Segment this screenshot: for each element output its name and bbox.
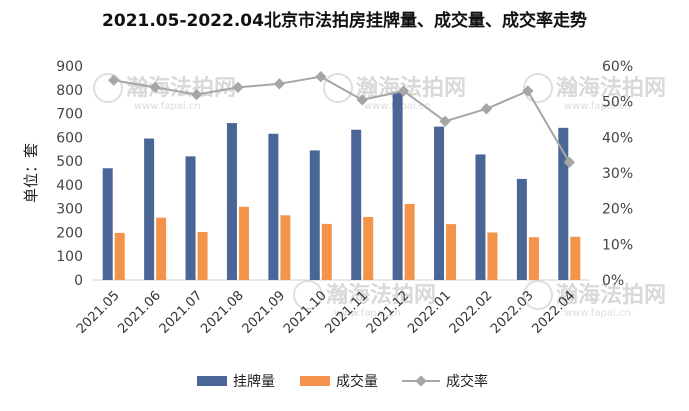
axes-layer: 0 100 200 300 400 500 600 700 800 900 0% 10% 20% 30% 4… — [22, 59, 633, 289]
bar-listing-2022.02 — [475, 154, 486, 280]
legend: 挂牌量 成交量 成交率 — [197, 373, 488, 390]
x-tick-label: 2021.10 — [281, 288, 330, 337]
y-left-tick-label: 700 — [56, 107, 83, 123]
line-point-2022.02 — [480, 103, 493, 115]
watermark-seal-icon — [523, 280, 553, 310]
bar-listing-2021.05 — [102, 168, 113, 280]
watermark-logo-text: 瀚海法拍网 — [556, 282, 666, 308]
bar-deals-2021.11 — [363, 216, 374, 280]
y-left-tick-label: 0 — [74, 273, 83, 289]
y-left-tick-label: 200 — [56, 225, 83, 241]
y-right-tick-label: 50% — [602, 95, 633, 111]
bar-deals-2021.06 — [156, 217, 167, 280]
watermark-logo-text: 瀚海法拍网 — [126, 75, 236, 101]
bars-layer — [102, 92, 581, 281]
y-left-tick-label: 800 — [56, 83, 83, 99]
bar-listing-2021.08 — [226, 123, 237, 280]
watermark-url-text: www.fapai.cn — [134, 101, 201, 112]
bar-deals-2022.02 — [487, 232, 498, 280]
legend-label-listing: 挂牌量 — [233, 373, 275, 390]
watermark-logo-text: 瀚海法拍网 — [326, 282, 436, 308]
y-right-tick-label: 0% — [602, 273, 624, 289]
y-left-tick-label: 400 — [56, 178, 83, 194]
y-left-tick-label: 500 — [56, 154, 83, 170]
bar-listing-2021.11 — [351, 129, 362, 280]
line-rate-series — [113, 75, 571, 163]
bar-listing-2021.09 — [268, 133, 279, 280]
x-tick-label: 2021.09 — [240, 288, 289, 337]
bar-deals-2021.10 — [321, 223, 332, 280]
legend-label-rate: 成交率 — [446, 373, 488, 390]
watermark-url-text: www.fapai.cn — [334, 308, 401, 319]
bar-deals-2021.08 — [238, 206, 249, 280]
legend-swatch-deals — [300, 376, 330, 386]
y-right-tick-label: 40% — [602, 130, 633, 146]
line-point-2022.04 — [563, 156, 575, 168]
legend-label-deals: 成交量 — [336, 373, 378, 390]
y-right-tick-label: 10% — [602, 237, 633, 253]
watermark-seal-icon — [323, 73, 353, 103]
x-tick-label: 2021.05 — [74, 288, 123, 337]
watermark-seal-icon — [293, 280, 323, 310]
x-tick-label: 2022.02 — [447, 288, 496, 337]
watermark-layer: 瀚海法拍网www.fapai.cn瀚海法拍网www.fapai.cn瀚海法拍网w… — [93, 73, 666, 319]
bar-deals-2022.01 — [446, 224, 457, 280]
bar-deals-2021.12 — [404, 203, 415, 280]
legend-swatch-rate-marker — [415, 375, 427, 387]
y-left-tick-label: 900 — [56, 59, 83, 75]
x-tick-label: 2021.07 — [157, 288, 206, 337]
watermark-url-text: www.fapai.cn — [564, 308, 631, 319]
x-tick-label: 2021.06 — [115, 288, 164, 337]
bar-listing-2021.07 — [185, 156, 196, 280]
y-right-tick-label: 30% — [602, 166, 633, 182]
x-axis-labels: 2021.052021.062021.072021.082021.092021.… — [74, 288, 578, 337]
y-left-tick-label: 100 — [56, 249, 83, 265]
y-left-tick-label: 300 — [56, 202, 83, 218]
bar-listing-2022.03 — [516, 178, 527, 280]
bar-listing-2022.04 — [558, 127, 569, 280]
watermark-seal-icon — [523, 73, 553, 103]
bar-deals-2021.09 — [280, 215, 291, 280]
legend-swatch-listing — [197, 376, 227, 386]
bar-deals-2021.05 — [114, 232, 125, 280]
y-right-tick-label: 60% — [602, 59, 633, 75]
bar-deals-2022.04 — [570, 236, 581, 280]
x-tick-label: 2022.03 — [488, 288, 537, 337]
y-right-tick-label: 20% — [602, 202, 633, 218]
watermark-url-text: www.fapai.cn — [564, 101, 631, 112]
bar-listing-2022.01 — [434, 126, 445, 280]
watermark-logo-text: 瀚海法拍网 — [556, 75, 666, 101]
bar-listing-2021.10 — [309, 150, 320, 280]
bar-listing-2021.06 — [144, 138, 155, 280]
bar-deals-2021.07 — [197, 231, 208, 280]
y-left-tick-label: 600 — [56, 130, 83, 146]
line-point-2021.05 — [108, 74, 120, 86]
x-tick-label: 2021.08 — [198, 288, 247, 337]
line-point-2021.09 — [273, 78, 286, 90]
y-axis-title: 单位：套 — [22, 143, 40, 203]
bar-listing-2021.12 — [392, 92, 403, 281]
watermark-seal-icon — [93, 73, 123, 103]
chart-title: 2021.05-2022.04北京市法拍房挂牌量、成交量、成交率走势 — [102, 11, 587, 31]
bar-deals-2022.03 — [528, 237, 539, 280]
line-point-2021.10 — [315, 71, 327, 83]
